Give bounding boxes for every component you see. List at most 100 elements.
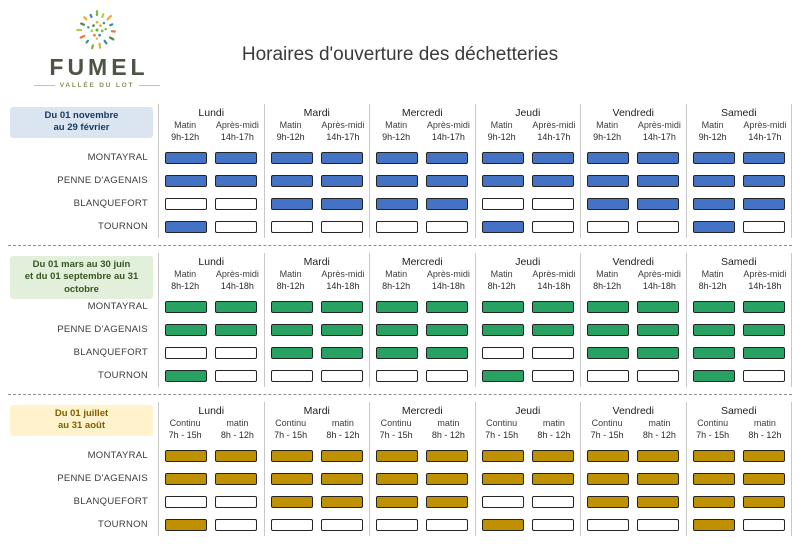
session-labels: Continu matin xyxy=(476,418,581,429)
season-section-winter: Du 01 novembre au 29 février Lundi Matin Ap… xyxy=(10,104,792,238)
day-cells xyxy=(580,169,686,192)
session-label: Matin xyxy=(279,269,302,279)
day-cells xyxy=(369,467,475,490)
session-labels: Matin Après-midi xyxy=(687,120,792,131)
closed-slot xyxy=(481,197,524,210)
session-labels: Continu matin xyxy=(687,418,792,429)
session-label: matin xyxy=(437,418,460,428)
day-cells xyxy=(474,364,581,387)
session-time: 8h-12h xyxy=(698,281,727,291)
open-slot xyxy=(270,346,313,359)
site-row: MONTAYRAL xyxy=(10,295,792,318)
open-slot xyxy=(587,151,630,164)
open-slot xyxy=(637,346,680,359)
open-slot xyxy=(320,174,363,187)
day-cells xyxy=(158,192,264,215)
session-time: 7h - 15h xyxy=(590,430,624,440)
day-cells xyxy=(474,341,581,364)
open-slot xyxy=(165,151,208,164)
site-label: BLANQUEFORT xyxy=(73,496,148,507)
open-slot xyxy=(426,300,469,313)
session-labels: Matin Après-midi xyxy=(687,269,792,280)
session-time: 9h-12h xyxy=(698,132,727,142)
day-header: Samedi Matin Après-midi 8h-12h 14h-18h xyxy=(685,253,792,295)
session-time: 8h-12h xyxy=(171,281,200,291)
day-cells xyxy=(158,169,264,192)
day-header: Samedi Continu matin 7h - 15h 8h - 12h xyxy=(685,402,792,444)
day-cells xyxy=(263,364,370,387)
day-cells xyxy=(263,444,370,467)
open-slot xyxy=(481,151,524,164)
session-times: 9h-12h 14h-17h xyxy=(370,131,475,143)
day-header: Lundi Matin Après-midi 9h-12h 14h-17h xyxy=(158,104,264,146)
session-label: Matin xyxy=(174,120,197,130)
closed-slot xyxy=(481,346,524,359)
day-cells xyxy=(263,169,370,192)
open-slot xyxy=(215,323,258,336)
schedule-grid: Lundi Continu matin 7h - 15h 8h - 12h Mardi Co… xyxy=(10,402,792,536)
day-cells xyxy=(158,295,264,318)
day-name: Mercredi xyxy=(401,256,443,268)
logo-burst-icon xyxy=(76,10,116,50)
open-slot xyxy=(742,346,785,359)
open-slot xyxy=(481,449,524,462)
session-label: Matin xyxy=(385,120,408,130)
session-label: Après-midi xyxy=(215,269,259,279)
open-slot xyxy=(637,197,680,210)
day-cells xyxy=(685,341,792,364)
open-slot xyxy=(426,151,469,164)
open-slot xyxy=(692,323,735,336)
day-cells xyxy=(580,192,686,215)
site-label: MONTAYRAL xyxy=(87,301,148,312)
session-time: 14h-17h xyxy=(220,132,254,142)
session-times: 7h - 15h 8h - 12h xyxy=(687,429,792,441)
closed-slot xyxy=(270,369,313,382)
open-slot xyxy=(376,449,419,462)
season-section-summer: Du 01 juillet au 31 août Lundi Continu mati… xyxy=(10,402,792,536)
open-slot xyxy=(270,174,313,187)
closed-slot xyxy=(215,346,258,359)
closed-slot xyxy=(426,369,469,382)
open-slot xyxy=(426,472,469,485)
closed-slot xyxy=(637,369,680,382)
open-slot xyxy=(165,323,208,336)
period-label: Du 01 novembre au 29 février xyxy=(10,107,153,138)
day-cells xyxy=(158,318,264,341)
open-slot xyxy=(426,449,469,462)
open-slot xyxy=(215,300,258,313)
open-slot xyxy=(587,323,630,336)
open-slot xyxy=(587,346,630,359)
day-name: Jeudi xyxy=(515,107,541,119)
session-labels: Matin Après-midi xyxy=(370,120,475,131)
fumel-logo: FUMEL VALLÉE DU LOT xyxy=(34,4,160,89)
closed-slot xyxy=(376,369,419,382)
session-labels: Matin Après-midi xyxy=(581,269,686,280)
open-slot xyxy=(692,220,735,233)
period-line: octobre xyxy=(64,283,99,295)
day-cells xyxy=(474,192,581,215)
day-cells xyxy=(263,295,370,318)
header-row: Lundi Matin Après-midi 9h-12h 14h-17h Mardi Ma… xyxy=(10,104,792,146)
open-slot xyxy=(637,323,680,336)
open-slot xyxy=(742,300,785,313)
day-cells xyxy=(369,341,475,364)
session-label: Après-midi xyxy=(321,269,365,279)
closed-slot xyxy=(531,495,574,508)
page-title: Horaires d'ouverture des déchetteries xyxy=(241,44,559,65)
period-line: Du 01 mars au 30 juin xyxy=(32,259,131,270)
open-slot xyxy=(531,300,574,313)
open-slot xyxy=(531,449,574,462)
session-time: 9h-12h xyxy=(382,132,411,142)
open-slot xyxy=(426,346,469,359)
day-name: Samedi xyxy=(720,405,757,417)
day-cells xyxy=(158,467,264,490)
session-time: 7h - 15h xyxy=(485,430,519,440)
session-times: 8h-12h 14h-18h xyxy=(159,280,264,292)
open-slot xyxy=(531,323,574,336)
session-times: 7h - 15h 8h - 12h xyxy=(265,429,370,441)
session-times: 7h - 15h 8h - 12h xyxy=(370,429,475,441)
open-slot xyxy=(742,472,785,485)
session-time: 8h - 12h xyxy=(642,430,676,440)
open-slot xyxy=(376,472,419,485)
open-slot xyxy=(587,300,630,313)
